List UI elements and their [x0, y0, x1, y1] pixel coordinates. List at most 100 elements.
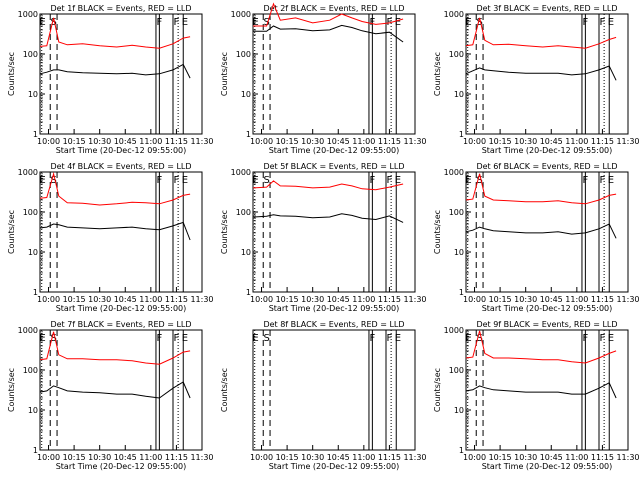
event-marker-E: E	[395, 333, 401, 344]
x-tick-label: 10:00	[250, 137, 273, 146]
x-axis-label: Start Time (20-Dec-12 09:55:00)	[269, 146, 400, 155]
y-tick-label: 100	[23, 208, 38, 217]
x-tick-label: 10:00	[250, 295, 273, 304]
x-tick-label: 11:00	[139, 295, 162, 304]
y-tick-label: 1	[246, 288, 251, 297]
x-tick-label: 11:00	[352, 137, 375, 146]
x-axis-label: Start Time (20-Dec-12 09:55:00)	[482, 462, 613, 471]
x-tick-label: 11:15	[378, 295, 401, 304]
panel-title: Det 6f BLACK = Events, RED = LLD	[476, 162, 617, 171]
event-marker-E: E	[465, 17, 471, 28]
series-events-line	[39, 63, 191, 79]
y-tick-label: 1	[33, 130, 38, 139]
x-tick-label: 11:30	[190, 295, 213, 304]
event-marker-F: F	[156, 333, 162, 344]
panel-title: Det 1f BLACK = Events, RED = LLD	[50, 4, 191, 13]
y-tick-label: 1	[459, 130, 464, 139]
event-marker-S: S	[50, 17, 56, 28]
event-marker-S: S	[476, 175, 482, 186]
event-marker-E: E	[182, 333, 188, 344]
x-tick-label: 11:00	[565, 453, 588, 462]
x-axis-label: Start Time (20-Dec-12 09:55:00)	[56, 462, 187, 471]
event-marker-E: E	[252, 175, 258, 186]
x-tick-label: 10:30	[88, 137, 111, 146]
panel-9: Det 9f BLACK = Events, RED = LLD 1 10 100 10…	[433, 320, 640, 471]
x-tick-label: 10:15	[63, 453, 86, 462]
series-lld-line	[465, 17, 617, 49]
y-tick-label: 10	[454, 406, 464, 415]
x-tick-label: 10:00	[463, 295, 486, 304]
x-axis-label: Start Time (20-Dec-12 09:55:00)	[269, 462, 400, 471]
event-marker-F: F	[174, 175, 180, 186]
y-tick-label: 1000	[18, 168, 38, 177]
event-marker-E: E	[252, 333, 258, 344]
y-tick-label: 1000	[231, 10, 251, 19]
series-events-line	[39, 381, 191, 399]
event-marker-E: E	[608, 17, 614, 28]
x-tick-label: 11:00	[352, 453, 375, 462]
event-marker-E: E	[395, 175, 401, 186]
y-tick-label: 10	[241, 248, 251, 257]
plot-frame	[465, 329, 629, 451]
x-tick-label: 11:15	[591, 453, 614, 462]
y-tick-label: 10	[28, 90, 38, 99]
x-axis-label: Start Time (20-Dec-12 09:55:00)	[56, 146, 187, 155]
x-tick-label: 11:30	[616, 137, 639, 146]
x-tick-label: 11:30	[190, 453, 213, 462]
x-tick-label: 11:15	[591, 137, 614, 146]
y-tick-label: 1	[33, 288, 38, 297]
x-tick-label: 10:30	[88, 453, 111, 462]
x-tick-label: 10:00	[463, 137, 486, 146]
plot-frame	[252, 329, 416, 451]
series-lld-line	[39, 171, 191, 206]
series-lld-line	[253, 2, 404, 27]
panel-2: Det 2f BLACK = Events, RED = LLD 1 10 100 10…	[220, 2, 427, 155]
panel-6: Det 6f BLACK = Events, RED = LLD 1 10 100 10…	[433, 162, 640, 313]
event-marker-F: F	[369, 17, 375, 28]
panel-3: Det 3f BLACK = Events, RED = LLD 1 10 100 10…	[433, 4, 640, 155]
y-tick-label: 1000	[18, 326, 38, 335]
y-tick-label: 1000	[444, 168, 464, 177]
x-tick-label: 10:30	[88, 295, 111, 304]
y-tick-label: 1	[33, 446, 38, 455]
x-tick-label: 11:00	[139, 453, 162, 462]
x-tick-label: 10:15	[276, 453, 299, 462]
y-tick-label: 100	[236, 208, 251, 217]
y-axis-label: Counts/sec	[7, 210, 16, 254]
plot-frame	[465, 171, 629, 293]
event-marker-S: S	[263, 175, 269, 186]
plot-frame	[39, 329, 203, 451]
y-tick-label: 1	[246, 130, 251, 139]
x-tick-label: 10:15	[276, 295, 299, 304]
series-events-line	[253, 24, 404, 43]
y-tick-label: 100	[23, 50, 38, 59]
y-axis-label: Counts/sec	[7, 52, 16, 96]
event-marker-S: S	[476, 17, 482, 28]
y-tick-label: 1	[459, 446, 464, 455]
plot-frame	[252, 13, 416, 135]
x-tick-label: 10:00	[463, 453, 486, 462]
event-marker-S: S	[50, 333, 56, 344]
x-axis-label: Start Time (20-Dec-12 09:55:00)	[482, 146, 613, 155]
event-marker-F: F	[369, 175, 375, 186]
y-tick-label: 10	[28, 406, 38, 415]
y-tick-label: 100	[236, 50, 251, 59]
panel-title: Det 8f BLACK = Events, RED = LLD	[263, 320, 404, 329]
event-marker-S: S	[476, 333, 482, 344]
x-tick-label: 11:00	[139, 137, 162, 146]
panel-title: Det 7f BLACK = Events, RED = LLD	[50, 320, 191, 329]
x-tick-label: 10:00	[37, 137, 60, 146]
x-tick-label: 10:00	[250, 453, 273, 462]
x-tick-label: 11:00	[352, 295, 375, 304]
y-tick-label: 1000	[444, 10, 464, 19]
x-tick-label: 10:30	[514, 295, 537, 304]
x-tick-label: 10:45	[540, 137, 563, 146]
x-tick-label: 11:15	[165, 295, 188, 304]
y-tick-label: 100	[449, 208, 464, 217]
event-marker-F: F	[600, 175, 606, 186]
series-events-line	[465, 65, 617, 81]
y-tick-label: 100	[449, 50, 464, 59]
y-axis-label: Counts/sec	[433, 368, 442, 412]
x-tick-label: 11:30	[403, 137, 426, 146]
